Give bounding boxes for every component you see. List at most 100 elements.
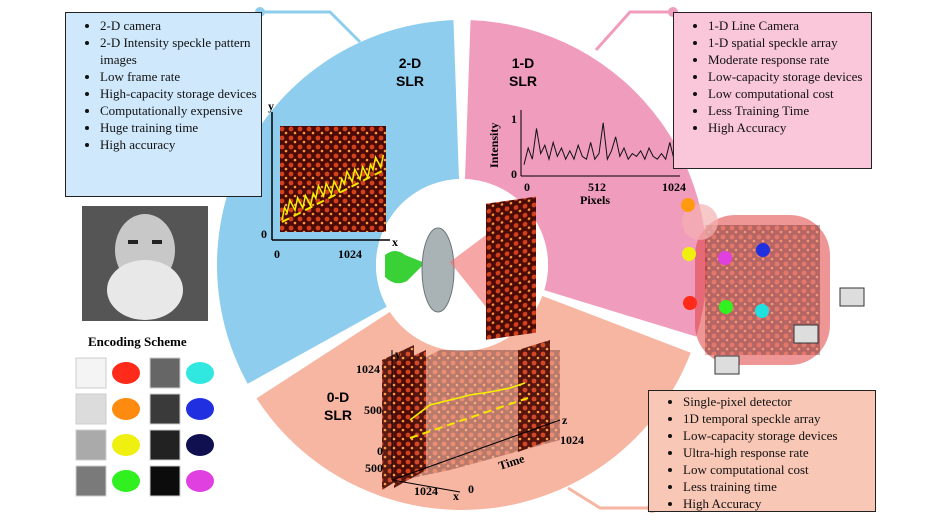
z-axis-label: z <box>562 413 568 427</box>
sector-1d-label: 1-D SLR <box>509 55 537 89</box>
z-tick: 1024 <box>560 433 584 447</box>
y-axis-label: y <box>268 99 274 113</box>
encoded-shape-icon <box>186 398 214 420</box>
box-2d-properties: 2-D camera2-D Intensity speckle pattern … <box>65 12 262 197</box>
property-item: Low computational cost <box>708 85 871 102</box>
property-item: 1-D Line Camera <box>708 17 871 34</box>
diffuser-icon <box>421 227 455 313</box>
x-tick: 1024 <box>662 180 686 194</box>
speckle-trace-0d <box>409 382 526 421</box>
property-item: Moderate response rate <box>708 51 871 68</box>
encoded-object-icon <box>682 247 696 261</box>
grey-level-swatch <box>75 465 107 497</box>
property-item: Low frame rate <box>100 68 261 85</box>
z-axis <box>391 419 561 481</box>
encoded-shape-icon <box>112 434 140 456</box>
property-item: 2-D camera <box>100 17 261 34</box>
connector-1d <box>594 10 673 52</box>
encoded-object-icon <box>719 300 733 314</box>
sector-2d-label: 2-D SLR <box>396 55 424 89</box>
grey-level-swatch <box>75 429 107 461</box>
property-item: High-capacity storage devices <box>100 85 261 102</box>
connector-0d <box>567 486 652 510</box>
monitor-icon <box>839 287 865 307</box>
encoded-object-icon <box>756 243 770 257</box>
property-item: 1D temporal speckle array <box>683 410 875 427</box>
property-item: High accuracy <box>100 136 261 153</box>
property-item: Low computational cost <box>683 461 875 478</box>
trend-line-0d <box>409 397 529 439</box>
x-axis <box>391 479 461 493</box>
encoded-shape-icon <box>186 470 214 492</box>
box-0d-properties: Single-pixel detector1D temporal speckle… <box>648 390 876 512</box>
grey-level-swatch <box>75 393 107 425</box>
x-tick: 0 <box>468 482 474 496</box>
property-item: High Accuracy <box>683 495 875 512</box>
x-max-tick: 1024 <box>338 247 362 261</box>
box-1d-properties: 1-D Line Camera1-D spatial speckle array… <box>673 12 872 169</box>
grey-level-swatch <box>149 357 181 389</box>
property-item: 1-D spatial speckle array <box>708 34 871 51</box>
intensity-signal <box>523 122 675 165</box>
plot-1d-intensity: Intensity 0 1 0 512 1024 Pixels <box>487 110 686 207</box>
property-item: Ultra-high response rate <box>683 444 875 461</box>
property-item: Low-capacity storage devices <box>683 427 875 444</box>
scattering-medium <box>681 198 865 375</box>
property-item: Less Training Time <box>708 102 871 119</box>
grey-level-swatch <box>149 465 181 497</box>
speckle-frame <box>394 350 426 488</box>
y-tick: 0 <box>511 167 517 181</box>
x-axis-label: x <box>392 235 398 249</box>
y-tick: 1024 <box>356 362 380 376</box>
plot-0d-temporal: y z x 1024 500 0 500 1024 0 1024 Time <box>356 340 584 503</box>
y-tick: 1 <box>511 112 517 126</box>
speckle-image-2d <box>280 126 386 232</box>
sector-1d-slr <box>465 20 708 337</box>
property-item: High Accuracy <box>708 119 871 136</box>
portrait-image <box>82 206 208 321</box>
monitor-icon <box>714 355 740 375</box>
speckle-trace-2d <box>281 154 385 221</box>
encoded-object-icon <box>683 296 697 310</box>
y-tick: 500 <box>364 403 382 417</box>
connector-2d <box>260 10 362 44</box>
property-item: Low-capacity storage devices <box>708 68 871 85</box>
encoded-shape-icon <box>112 362 140 384</box>
encoded-shape-icon <box>186 434 214 456</box>
x-tick: 0 <box>524 180 530 194</box>
x-tick: 512 <box>588 180 606 194</box>
x-axis-label: x <box>453 489 459 503</box>
y-axis-label: Intensity <box>487 123 501 168</box>
speckle-frame <box>518 340 550 452</box>
property-item: Less training time <box>683 478 875 495</box>
y-tick: 0 <box>377 444 383 458</box>
grey-level-swatch <box>149 393 181 425</box>
encoded-shape-icon <box>112 470 140 492</box>
speckle-screen <box>486 196 536 340</box>
y-axis-label: y <box>395 347 401 361</box>
light-beam <box>450 232 490 312</box>
property-item: 2-D Intensity speckle pattern images <box>100 34 261 68</box>
property-item: Single-pixel detector <box>683 393 875 410</box>
encoded-shape-icon <box>112 398 140 420</box>
sector-0d-label: 0-D SLR <box>324 389 352 423</box>
grey-level-swatch <box>75 357 107 389</box>
encoded-object-icon <box>718 251 732 265</box>
x-origin-tick: 0 <box>274 247 280 261</box>
property-item: Huge training time <box>100 119 261 136</box>
plot-2d-speckle: y x 1024 0 0 1024 <box>251 99 398 261</box>
x-tick: 1024 <box>414 484 438 498</box>
trend-line-2d <box>281 169 385 223</box>
fiber-icon <box>385 251 425 284</box>
encoded-shape-icon <box>186 362 214 384</box>
encoded-object-icon <box>755 304 769 318</box>
encoding-scheme-title: Encoding Scheme <box>88 334 187 349</box>
encoding-scheme-grid <box>75 357 214 497</box>
grey-level-swatch <box>149 429 181 461</box>
x-tick: 500 <box>365 461 383 475</box>
monitor-icon <box>793 324 819 344</box>
encoded-object-icon <box>681 198 695 212</box>
property-item: Computationally expensive <box>100 102 261 119</box>
y-origin-tick: 0 <box>261 227 267 241</box>
